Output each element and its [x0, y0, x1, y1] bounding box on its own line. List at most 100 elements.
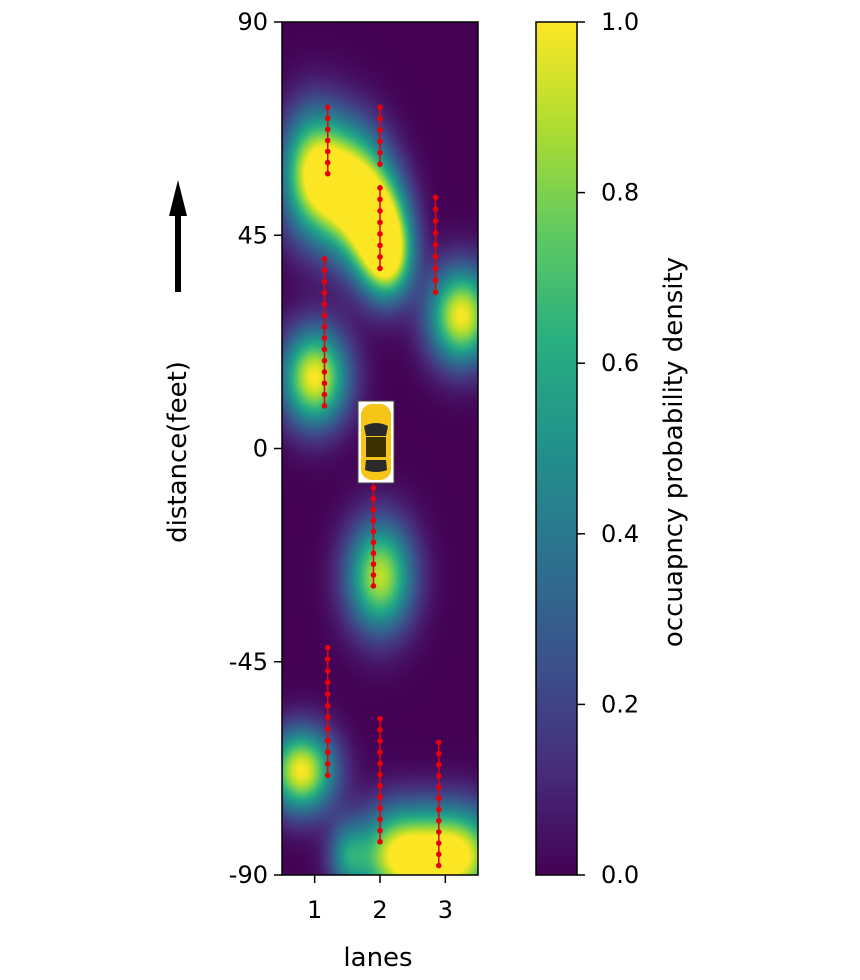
trajectory-point — [324, 714, 331, 721]
trajectory — [377, 185, 383, 272]
y-tick-label: -45 — [229, 648, 268, 676]
trajectory-layer — [321, 104, 442, 869]
trajectory-point — [436, 840, 442, 846]
up-arrow-icon — [169, 180, 187, 292]
trajectory-point — [432, 206, 439, 212]
trajectory — [377, 715, 383, 845]
trajectory-point — [432, 289, 439, 295]
colorbar-tick-label: 0.0 — [601, 861, 639, 889]
trajectory-point — [377, 219, 383, 226]
trajectory-point — [321, 380, 328, 387]
trajectory-point — [377, 805, 383, 812]
colorbar-ticks: 0.0 0.2 0.4 0.6 0.8 1.0 — [577, 8, 639, 889]
trajectory-point — [377, 727, 383, 733]
trajectory-point — [321, 369, 328, 375]
trajectory-point — [321, 278, 328, 285]
y-tick-label: -90 — [229, 861, 268, 889]
trajectory-point — [324, 761, 331, 767]
trajectory-point — [432, 218, 439, 224]
trajectory-point — [432, 265, 439, 272]
trajectory-point — [436, 761, 442, 768]
colorbar-tick-label: 0.4 — [601, 520, 639, 548]
trajectory-point — [377, 738, 383, 744]
trajectory-point — [370, 495, 377, 502]
trajectory-point — [321, 267, 328, 274]
colorbar-gradient — [535, 21, 578, 876]
trajectory-point — [321, 323, 328, 330]
trajectory-point — [370, 517, 377, 524]
colorbar-tick-label: 0.6 — [601, 349, 639, 377]
trajectory-point — [370, 539, 377, 546]
trajectory-point — [377, 127, 383, 133]
trajectory-point — [324, 115, 331, 122]
trajectory-point — [321, 403, 328, 409]
trajectory — [324, 104, 331, 177]
trajectory-point — [377, 760, 383, 767]
trajectory-point — [377, 783, 383, 789]
trajectory-point — [377, 138, 383, 145]
trajectory-point — [377, 254, 383, 260]
trajectory-point — [377, 771, 383, 778]
trajectory-point — [324, 148, 331, 155]
colorbar-tick-label: 0.8 — [601, 179, 639, 207]
trajectory-point — [377, 794, 383, 800]
trajectory-point — [321, 256, 328, 262]
y-axis-label: distance(feet) — [163, 361, 193, 543]
trajectory-point — [321, 391, 328, 398]
trajectory-point — [324, 137, 331, 144]
trajectory-point — [377, 196, 383, 203]
trajectory-point — [436, 862, 442, 869]
trajectory — [377, 104, 383, 167]
x-tick-label: 1 — [307, 896, 322, 924]
trajectory-point — [432, 241, 439, 248]
trajectory-point — [324, 702, 331, 709]
trajectory-point — [436, 829, 442, 835]
trajectory-point — [321, 357, 328, 364]
trajectory-point — [377, 104, 383, 111]
trajectory-point — [321, 301, 328, 307]
trajectory — [436, 739, 442, 869]
trajectory-point — [324, 737, 331, 744]
trajectory-point — [324, 679, 331, 686]
colorbar-tick-label: 1.0 — [601, 8, 639, 36]
trajectory-point — [436, 750, 442, 757]
trajectory-point — [370, 561, 377, 567]
trajectory-point — [432, 277, 439, 284]
colorbar-label: occuapncy probability density — [659, 257, 689, 647]
x-axis-label: lanes — [343, 943, 412, 973]
heatmap-plot-area — [281, 21, 479, 876]
trajectory-point — [432, 194, 439, 201]
trajectory-point — [324, 749, 331, 756]
trajectory-point — [377, 749, 383, 756]
trajectory-point — [321, 312, 328, 319]
trajectory-point — [370, 550, 377, 557]
trajectory — [324, 644, 331, 779]
trajectory-point — [324, 667, 331, 674]
trajectory-point — [321, 346, 328, 353]
trajectory-point — [324, 726, 331, 732]
y-tick-label: 0 — [253, 435, 268, 463]
trajectory-point — [324, 170, 331, 177]
trajectory-point — [377, 715, 383, 722]
trajectory-point — [377, 161, 383, 167]
trajectory-point — [321, 335, 328, 341]
colorbar-tick-label: 0.2 — [601, 690, 639, 718]
trajectory-point — [436, 817, 442, 824]
trajectory-point — [377, 231, 383, 237]
trajectory-point — [436, 784, 442, 790]
trajectory-point — [432, 230, 439, 236]
trajectory-point — [324, 126, 331, 133]
trajectory-point — [436, 739, 442, 746]
trajectory-point — [432, 253, 439, 260]
trajectory-point — [436, 795, 442, 802]
colorbar: 0.0 0.2 0.4 0.6 0.8 1.0 occuapncy probability… — [535, 8, 689, 889]
trajectory-point — [324, 104, 331, 111]
trajectory-point — [324, 159, 331, 166]
trajectory-point — [377, 242, 383, 249]
trajectory-point — [324, 644, 331, 651]
trajectory-point — [370, 583, 377, 589]
trajectory-point — [436, 806, 442, 813]
trajectory-point — [377, 839, 383, 845]
y-tick-label: 90 — [237, 8, 268, 36]
